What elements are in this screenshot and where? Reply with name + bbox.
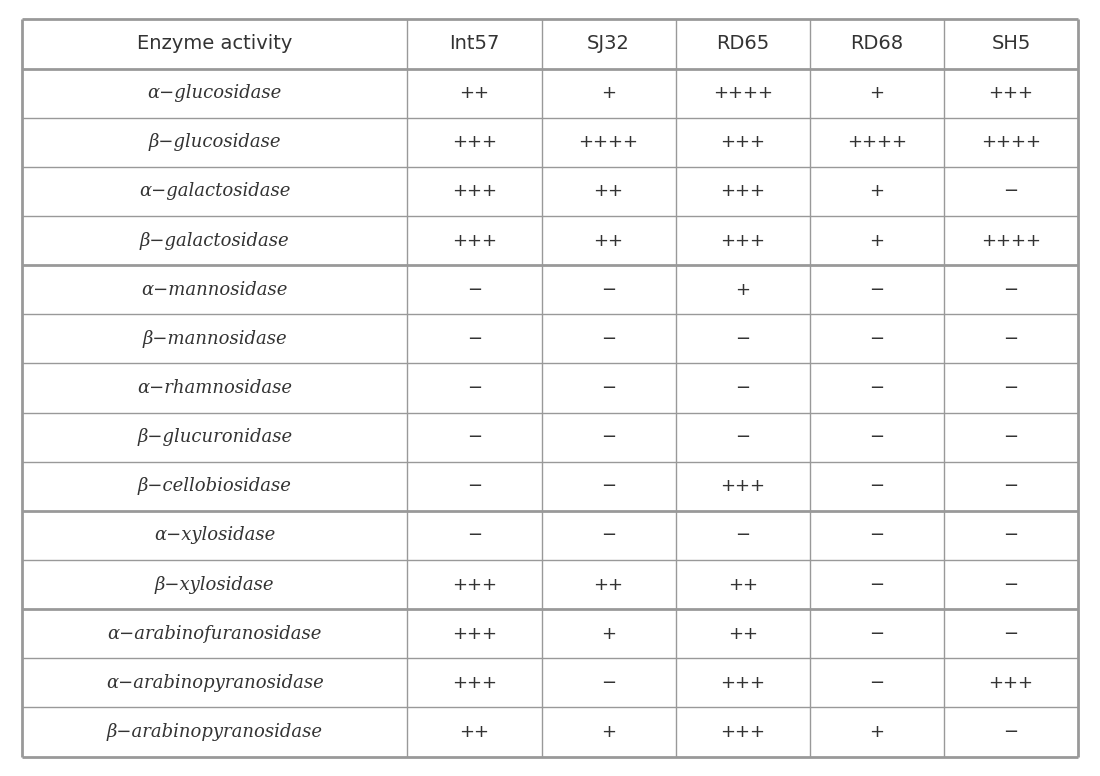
Text: ++: ++ xyxy=(460,84,490,102)
Text: −: − xyxy=(869,379,884,397)
Text: −: − xyxy=(1003,281,1019,299)
Text: ++: ++ xyxy=(728,576,758,594)
Text: +++: +++ xyxy=(452,133,497,151)
Text: −: − xyxy=(869,674,884,692)
Text: −: − xyxy=(1003,379,1019,397)
Text: +++: +++ xyxy=(720,133,766,151)
Text: +++: +++ xyxy=(452,674,497,692)
Text: ++++: ++++ xyxy=(579,133,639,151)
Text: −: − xyxy=(466,526,482,545)
Text: −: − xyxy=(601,330,616,348)
Text: −: − xyxy=(1003,723,1019,741)
Text: +++: +++ xyxy=(452,182,497,200)
Text: ++: ++ xyxy=(728,625,758,643)
Text: −: − xyxy=(735,330,750,348)
Text: α−arabinopyranosidase: α−arabinopyranosidase xyxy=(106,674,323,692)
Text: +: + xyxy=(869,231,884,250)
Text: RD65: RD65 xyxy=(716,34,769,54)
Text: β−xylosidase: β−xylosidase xyxy=(155,576,275,594)
Text: −: − xyxy=(1003,526,1019,545)
Text: SH5: SH5 xyxy=(991,34,1031,54)
Text: ++: ++ xyxy=(594,182,624,200)
Text: ++: ++ xyxy=(594,231,624,250)
Text: −: − xyxy=(1003,625,1019,643)
Text: β−arabinopyranosidase: β−arabinopyranosidase xyxy=(107,723,322,741)
Text: ++++: ++++ xyxy=(713,84,772,102)
Text: ++++: ++++ xyxy=(847,133,906,151)
Text: ++++: ++++ xyxy=(981,133,1041,151)
Text: ++: ++ xyxy=(460,723,490,741)
Text: −: − xyxy=(601,526,616,545)
Text: +: + xyxy=(601,625,616,643)
Text: ++++: ++++ xyxy=(981,231,1041,250)
Text: α−rhamnosidase: α−rhamnosidase xyxy=(138,379,293,397)
Text: −: − xyxy=(869,428,884,446)
Text: −: − xyxy=(601,674,616,692)
Text: −: − xyxy=(466,428,482,446)
Text: −: − xyxy=(1003,182,1019,200)
Text: RD68: RD68 xyxy=(850,34,903,54)
Text: α−arabinofuranosidase: α−arabinofuranosidase xyxy=(108,625,322,643)
Text: +++: +++ xyxy=(452,231,497,250)
Text: +++: +++ xyxy=(452,576,497,594)
Text: +++: +++ xyxy=(720,674,766,692)
Text: +: + xyxy=(735,281,750,299)
Text: +: + xyxy=(869,84,884,102)
Text: Enzyme activity: Enzyme activity xyxy=(138,34,293,54)
Text: +: + xyxy=(869,182,884,200)
Text: −: − xyxy=(1003,576,1019,594)
Text: −: − xyxy=(735,379,750,397)
Text: +++: +++ xyxy=(720,477,766,495)
Text: −: − xyxy=(1003,477,1019,495)
Text: −: − xyxy=(869,625,884,643)
Text: −: − xyxy=(735,428,750,446)
Text: −: − xyxy=(466,379,482,397)
Text: −: − xyxy=(869,330,884,348)
Text: Int57: Int57 xyxy=(449,34,499,54)
Text: +++: +++ xyxy=(720,723,766,741)
Text: −: − xyxy=(735,526,750,545)
Text: −: − xyxy=(869,281,884,299)
Text: −: − xyxy=(601,281,616,299)
Text: +++: +++ xyxy=(989,674,1033,692)
Text: −: − xyxy=(869,576,884,594)
Text: α−galactosidase: α−galactosidase xyxy=(139,182,290,200)
Text: α−glucosidase: α−glucosidase xyxy=(147,84,282,102)
Text: −: − xyxy=(1003,330,1019,348)
Text: −: − xyxy=(466,330,482,348)
Text: +++: +++ xyxy=(989,84,1033,102)
Text: SJ32: SJ32 xyxy=(587,34,630,54)
Text: β−glucosidase: β−glucosidase xyxy=(148,133,280,151)
Text: α−mannosidase: α−mannosidase xyxy=(142,281,288,299)
Text: −: − xyxy=(466,477,482,495)
Text: β−glucuronidase: β−glucuronidase xyxy=(138,428,293,446)
Text: β−cellobiosidase: β−cellobiosidase xyxy=(138,477,292,495)
Text: +++: +++ xyxy=(720,231,766,250)
Text: β−galactosidase: β−galactosidase xyxy=(140,231,289,250)
Text: β−mannosidase: β−mannosidase xyxy=(142,330,287,348)
Text: −: − xyxy=(601,477,616,495)
Text: +++: +++ xyxy=(452,625,497,643)
Text: +: + xyxy=(601,723,616,741)
Text: +++: +++ xyxy=(720,182,766,200)
Text: −: − xyxy=(466,281,482,299)
Text: −: − xyxy=(869,477,884,495)
Text: −: − xyxy=(601,428,616,446)
Text: −: − xyxy=(1003,428,1019,446)
Text: α−xylosidase: α−xylosidase xyxy=(154,526,275,545)
Text: −: − xyxy=(601,379,616,397)
Text: ++: ++ xyxy=(594,576,624,594)
Text: −: − xyxy=(869,526,884,545)
Text: +: + xyxy=(869,723,884,741)
Text: +: + xyxy=(601,84,616,102)
